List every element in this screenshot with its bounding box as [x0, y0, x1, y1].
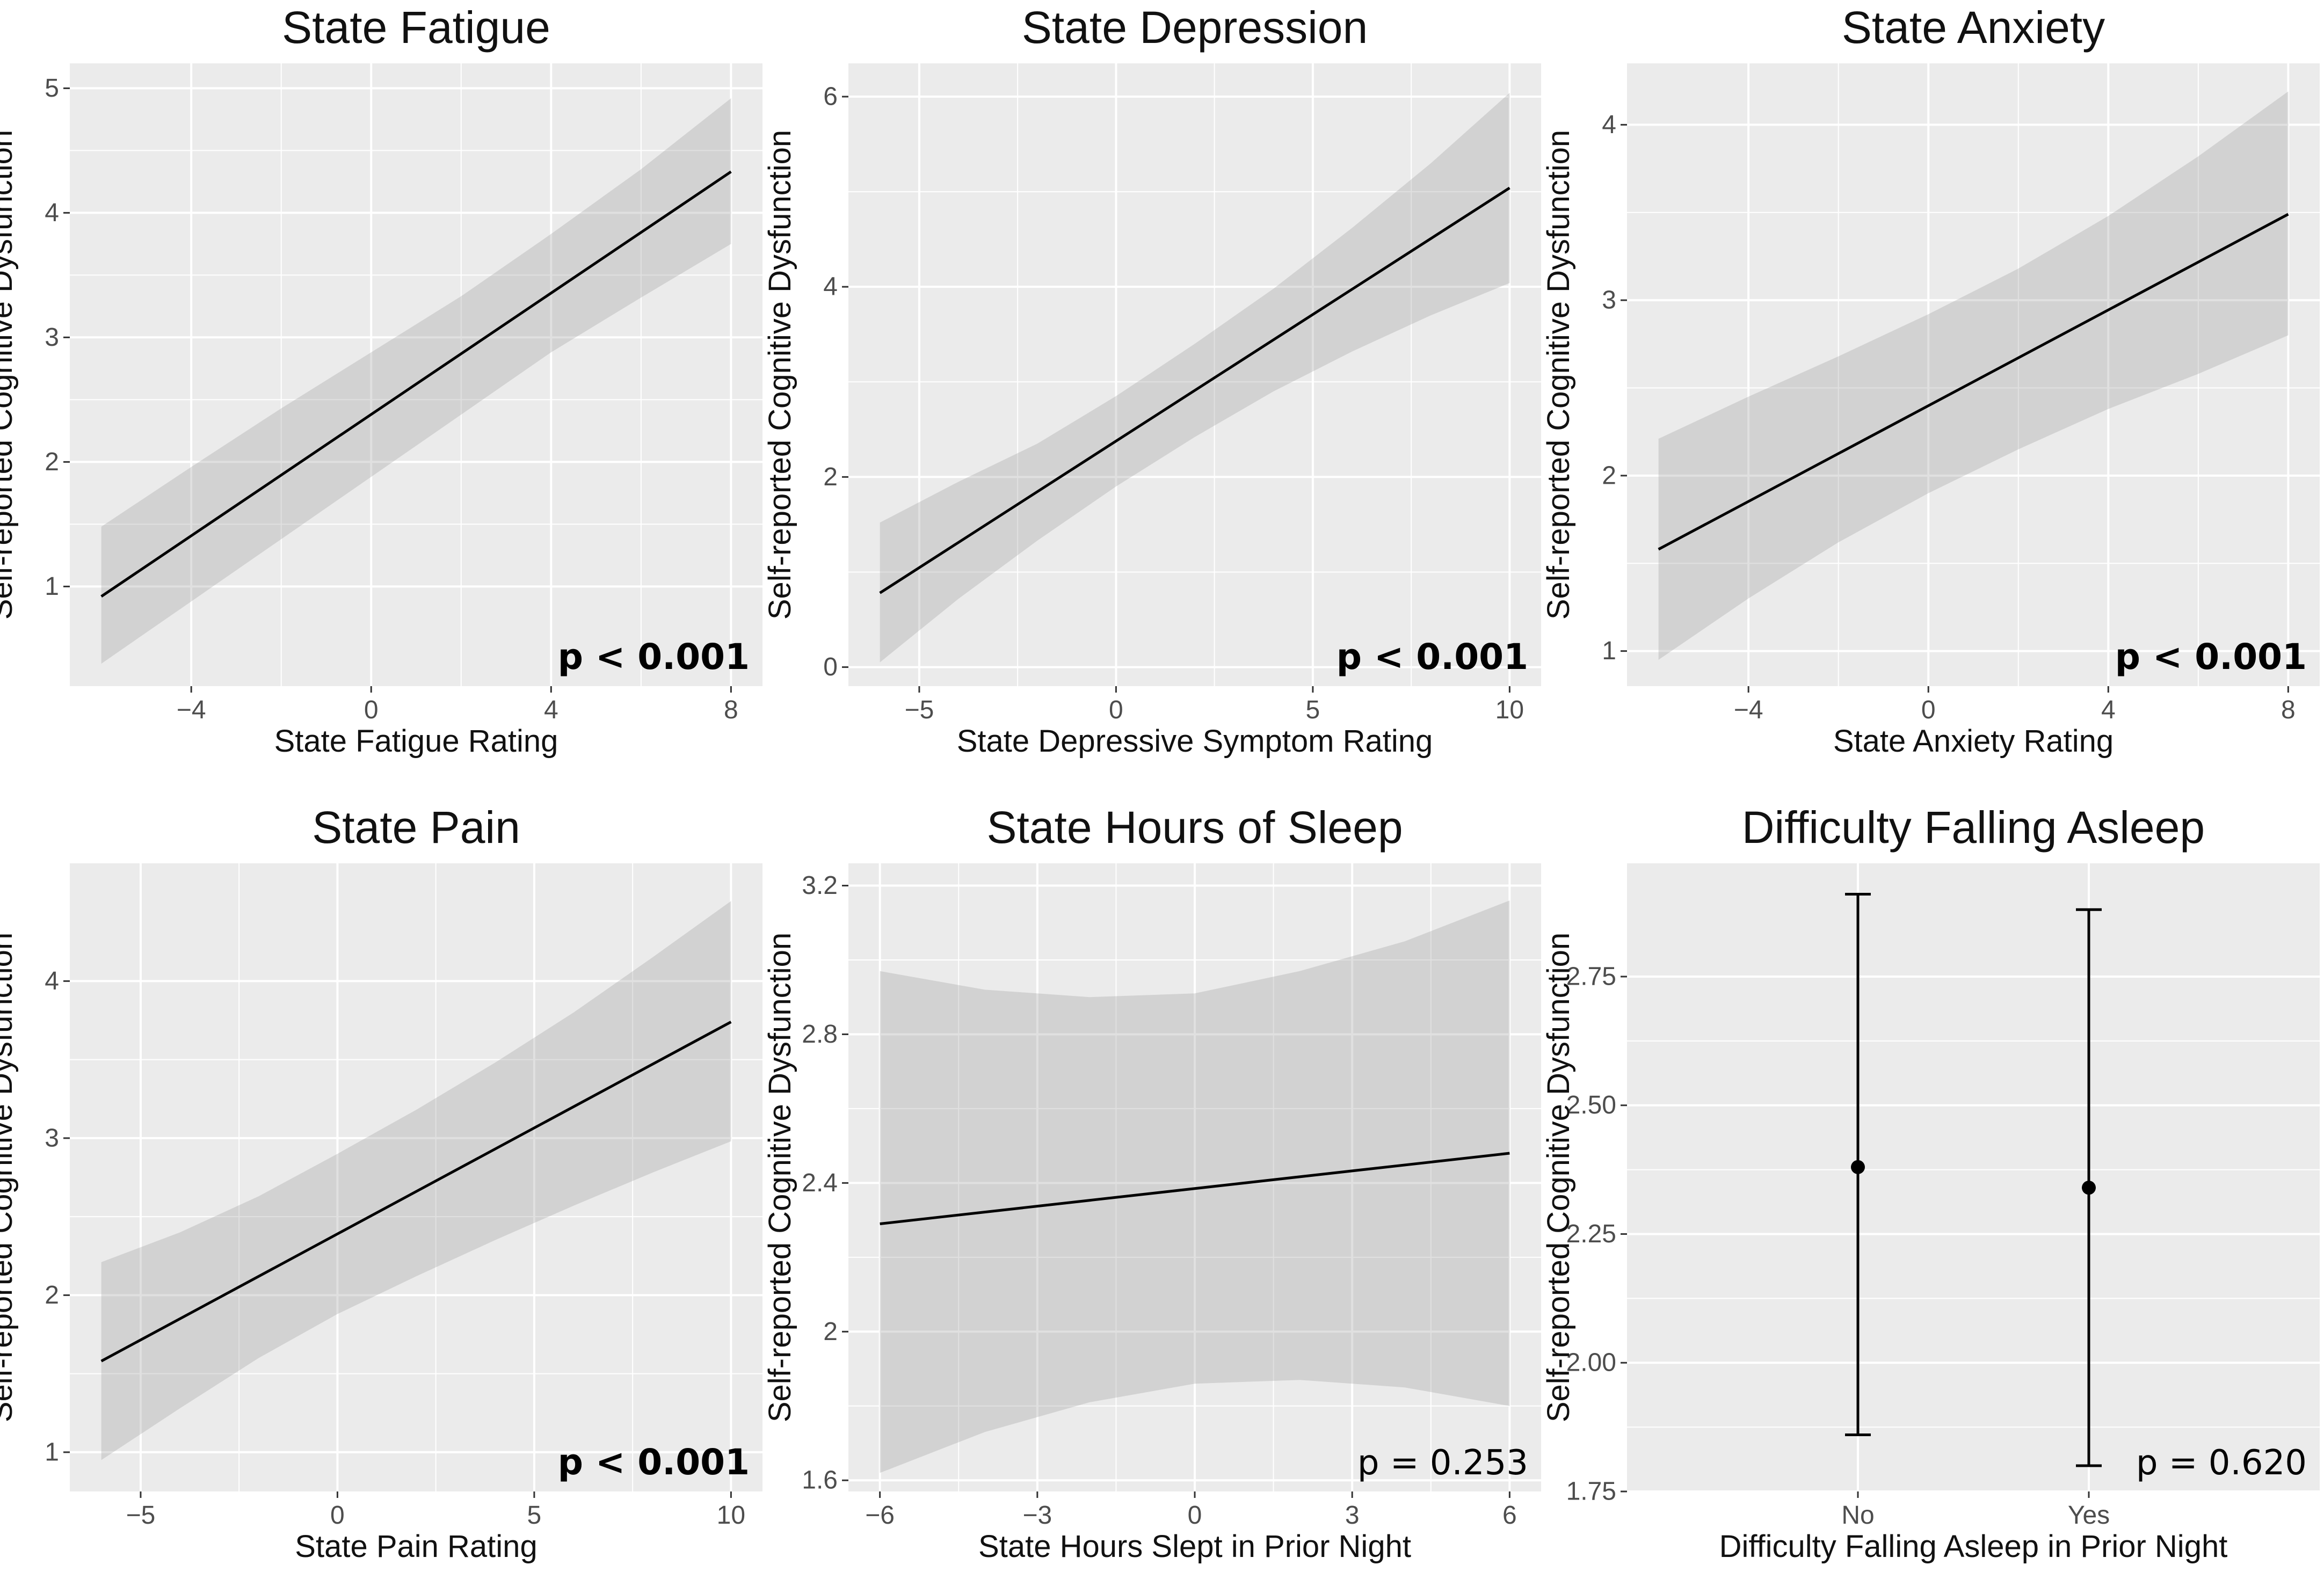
y-axis-label: Self-reported Cognitive Dysfunction: [0, 130, 19, 620]
x-tick-label: 5: [1306, 696, 1320, 724]
x-axis-label: Difficulty Falling Asleep in Prior Night: [1719, 1529, 2228, 1564]
y-axis-label: Self-reported Cognitive Dysfunction: [762, 933, 797, 1422]
confidence-band: [880, 92, 1510, 663]
x-tick-label: 8: [2281, 696, 2296, 724]
regression-line: [100, 1021, 732, 1363]
panel-5: 1.6 2 2.4 2.8 3.2 −6 −3 0 3 6 State Hours of Sleep…: [762, 802, 1541, 1564]
x-tick-label: −5: [905, 696, 934, 724]
y-tick-label: 1.6: [802, 1466, 838, 1495]
panel-title: State Pain: [312, 802, 520, 853]
p-value-annotation: p = 0.620: [2136, 1443, 2307, 1483]
x-tick-label: 6: [1502, 1501, 1517, 1530]
y-tick-label: 2.4: [802, 1169, 838, 1197]
point-estimate-no: [1851, 1160, 1865, 1174]
p-value-annotation: p < 0.001: [1337, 636, 1528, 678]
x-tick-label: 0: [1921, 696, 1936, 724]
x-axis-label: State Fatigue Rating: [274, 724, 558, 759]
y-tick-label: 2: [45, 448, 59, 476]
regression-line: [880, 1152, 1510, 1226]
y-tick-label: 2: [1602, 461, 1616, 490]
y-tick-label: 3.2: [802, 871, 838, 900]
x-tick-label: 0: [1109, 696, 1123, 724]
y-tick-label: 1.75: [1566, 1478, 1616, 1506]
x-tick-label: −4: [1734, 696, 1763, 724]
panel-background: [848, 63, 1541, 686]
y-tick-label: 3: [45, 1124, 59, 1152]
confidence-band: [1658, 91, 2289, 660]
panel-title: State Hours of Sleep: [986, 802, 1403, 853]
x-tick-label: 5: [527, 1501, 542, 1530]
panel-2: 0 2 4 6 −5 0 5 10 State Depression State Depressi…: [762, 2, 1541, 759]
p-value-annotation: p = 0.253: [1357, 1443, 1528, 1483]
y-axis-label: Self-reported Cognitive Dysfunction: [0, 933, 19, 1422]
panel-3: 1 2 3 4 −4 0 4 8 State Anxiety State Anxiety Rati…: [1541, 2, 2320, 759]
panel-background: [1627, 63, 2320, 686]
y-tick-label: 5: [45, 74, 59, 103]
p-value-annotation: p < 0.001: [2115, 636, 2307, 678]
x-axis-label: State Hours Slept in Prior Night: [978, 1529, 1411, 1564]
x-tick-label: −4: [177, 696, 206, 724]
regression-line: [100, 170, 732, 598]
panel-title: State Depression: [1022, 2, 1368, 53]
y-tick-label: 1: [1602, 637, 1616, 665]
panel-background: [70, 63, 762, 686]
y-tick-label: 3: [45, 323, 59, 352]
x-tick-label: 10: [717, 1501, 745, 1530]
y-tick-label: 2.50: [1566, 1091, 1616, 1119]
regression-line: [1658, 213, 2289, 551]
x-tick-label: −6: [865, 1501, 895, 1530]
x-tick-label: No: [1841, 1501, 1874, 1530]
y-axis-label: Self-reported Cognitive Dysfunction: [762, 130, 797, 620]
y-tick-label: 4: [45, 967, 59, 995]
panel-4: 1 2 3 4 −5 0 5 10 State Pain State Pain Rating Sel…: [0, 802, 762, 1564]
confidence-band: [101, 98, 731, 664]
y-tick-label: 2.25: [1566, 1220, 1616, 1248]
panel-background: [1627, 863, 2320, 1491]
y-tick-label: 2: [823, 1318, 838, 1346]
y-tick-label: 2.8: [802, 1020, 838, 1049]
y-tick-label: 0: [823, 653, 838, 681]
x-tick-label: −5: [126, 1501, 156, 1530]
panel-background: [70, 863, 762, 1491]
panel-title: State Fatigue: [282, 2, 550, 53]
y-tick-label: 2.75: [1566, 962, 1616, 991]
regression-line: [879, 186, 1510, 594]
y-tick-label: 4: [45, 199, 59, 227]
x-tick-label: 4: [544, 696, 558, 724]
y-tick-label: 4: [1602, 111, 1616, 139]
confidence-band: [101, 901, 731, 1460]
panel-title: State Anxiety: [1842, 2, 2105, 53]
x-tick-label: −3: [1022, 1501, 1052, 1530]
panel-title: Difficulty Falling Asleep: [1742, 802, 2205, 853]
p-value-annotation: p < 0.001: [558, 1442, 750, 1483]
x-axis-label: State Depressive Symptom Rating: [957, 724, 1433, 759]
x-axis-label: State Pain Rating: [295, 1529, 537, 1564]
x-tick-label: 0: [330, 1501, 345, 1530]
x-tick-label: Yes: [2068, 1501, 2110, 1530]
y-axis-label: Self-reported Cognitive Dysfunction: [1541, 130, 1576, 620]
panel-1: 1 2 3 4 5 −4 0 4 8 State Fatigue State Fatigue Rat…: [0, 2, 762, 759]
y-tick-label: 6: [823, 82, 838, 111]
confidence-band: [880, 900, 1510, 1473]
y-tick-label: 2: [823, 463, 838, 491]
x-tick-label: 8: [724, 696, 738, 724]
y-tick-label: 4: [823, 273, 838, 301]
y-tick-label: 1: [45, 1438, 59, 1466]
x-tick-label: 10: [1495, 696, 1524, 724]
x-tick-label: 0: [364, 696, 379, 724]
y-tick-label: 1: [45, 572, 59, 601]
x-tick-label: 3: [1345, 1501, 1360, 1530]
y-tick-label: 2.00: [1566, 1349, 1616, 1377]
x-axis-label: State Anxiety Rating: [1833, 724, 2114, 759]
y-tick-label: 3: [1602, 286, 1616, 315]
p-value-annotation: p < 0.001: [558, 636, 750, 678]
point-estimate-yes: [2082, 1181, 2096, 1195]
y-tick-label: 2: [45, 1281, 59, 1309]
y-axis-label: Self-reported Cognitive Dysfunction: [1541, 933, 1576, 1422]
x-tick-label: 0: [1188, 1501, 1202, 1530]
x-tick-label: 4: [2101, 696, 2116, 724]
